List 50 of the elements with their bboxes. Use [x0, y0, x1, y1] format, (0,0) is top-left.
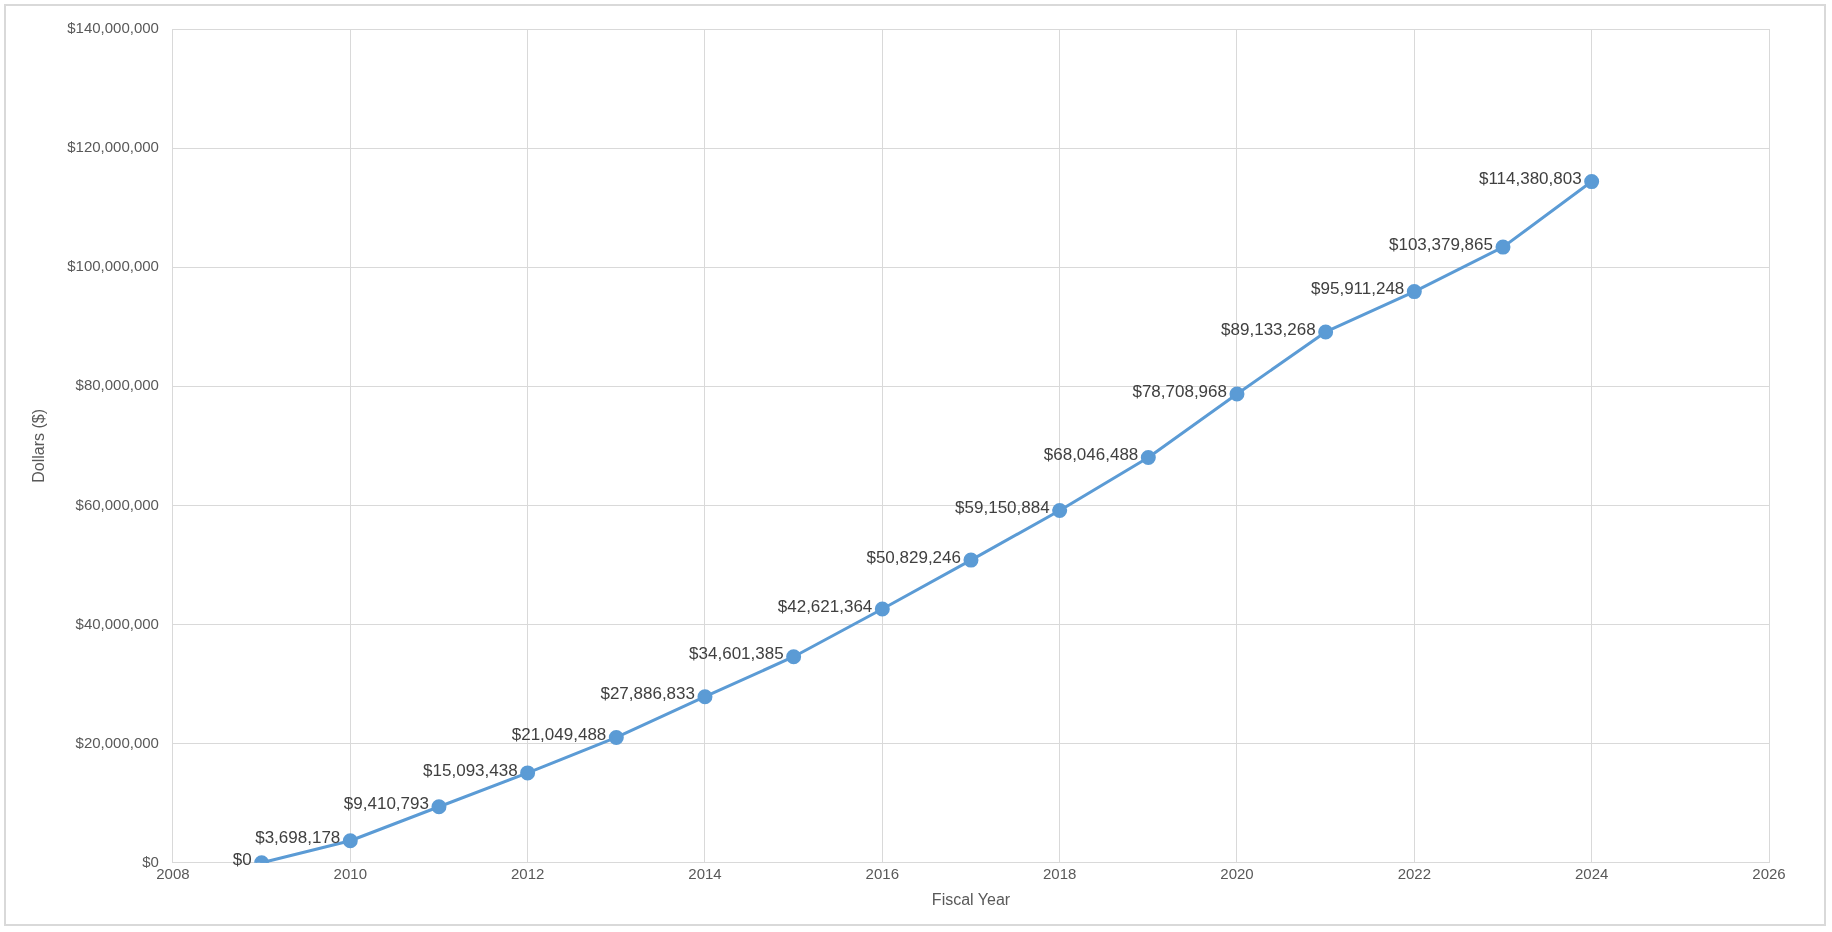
- data-label: $27,886,833: [600, 684, 695, 704]
- y-tick-label: $80,000,000: [75, 376, 159, 394]
- point: [1318, 324, 1334, 340]
- point: [608, 729, 624, 745]
- point: [1052, 503, 1068, 519]
- x-tick-label: 2026: [1752, 864, 1786, 882]
- point: [1229, 386, 1245, 402]
- data-label: $21,049,488: [511, 725, 607, 745]
- data-label: $103,379,865: [1388, 234, 1493, 254]
- point: [520, 765, 536, 781]
- data-label: $3,698,178: [255, 828, 341, 848]
- point: [431, 799, 447, 815]
- data-label: $42,621,364: [777, 596, 873, 616]
- data-label: $34,601,385: [689, 644, 784, 664]
- data-label: $50,829,246: [866, 547, 961, 567]
- point: [963, 552, 979, 568]
- x-tick-label: 2020: [1220, 864, 1254, 882]
- data-label: $78,708,968: [1132, 381, 1227, 401]
- point: [1140, 450, 1156, 466]
- x-axis-title: Fiscal Year: [931, 890, 1011, 908]
- y-axis-title: Dollars ($): [30, 409, 48, 483]
- y-tick-label: $140,000,000: [67, 19, 159, 37]
- point: [1495, 239, 1511, 255]
- data-label: $95,911,248: [1311, 279, 1405, 299]
- y-tick-label: $120,000,000: [67, 138, 159, 156]
- x-tick-label: 2014: [688, 864, 722, 882]
- point: [786, 649, 802, 665]
- y-tick-label: $0: [142, 852, 159, 870]
- data-label: $89,133,268: [1221, 319, 1316, 339]
- y-tick-label: $20,000,000: [75, 733, 159, 751]
- data-label: $15,093,438: [423, 760, 518, 780]
- x-tick-label: 2018: [1042, 864, 1077, 882]
- point: [1584, 174, 1600, 190]
- data-label: $9,410,793: [343, 794, 429, 814]
- x-tick-label: 2024: [1574, 864, 1609, 882]
- x-tick-label: 2016: [865, 864, 899, 882]
- x-tick-label: 2022: [1397, 864, 1432, 882]
- y-tick-label: $40,000,000: [75, 614, 159, 632]
- x-tick-label: 2012: [510, 864, 545, 882]
- x-tick-label: 2010: [333, 864, 367, 882]
- point: [1406, 284, 1422, 300]
- data-label: $59,150,884: [955, 498, 1050, 518]
- y-tick-label: $100,000,000: [67, 257, 159, 275]
- data-label: $114,380,803: [1478, 169, 1582, 189]
- point: [342, 833, 358, 849]
- data-label: $68,046,488: [1043, 445, 1139, 465]
- data-label: $0: [232, 850, 252, 870]
- point: [874, 601, 890, 617]
- y-tick-label: $60,000,000: [75, 495, 159, 513]
- point: [697, 689, 713, 705]
